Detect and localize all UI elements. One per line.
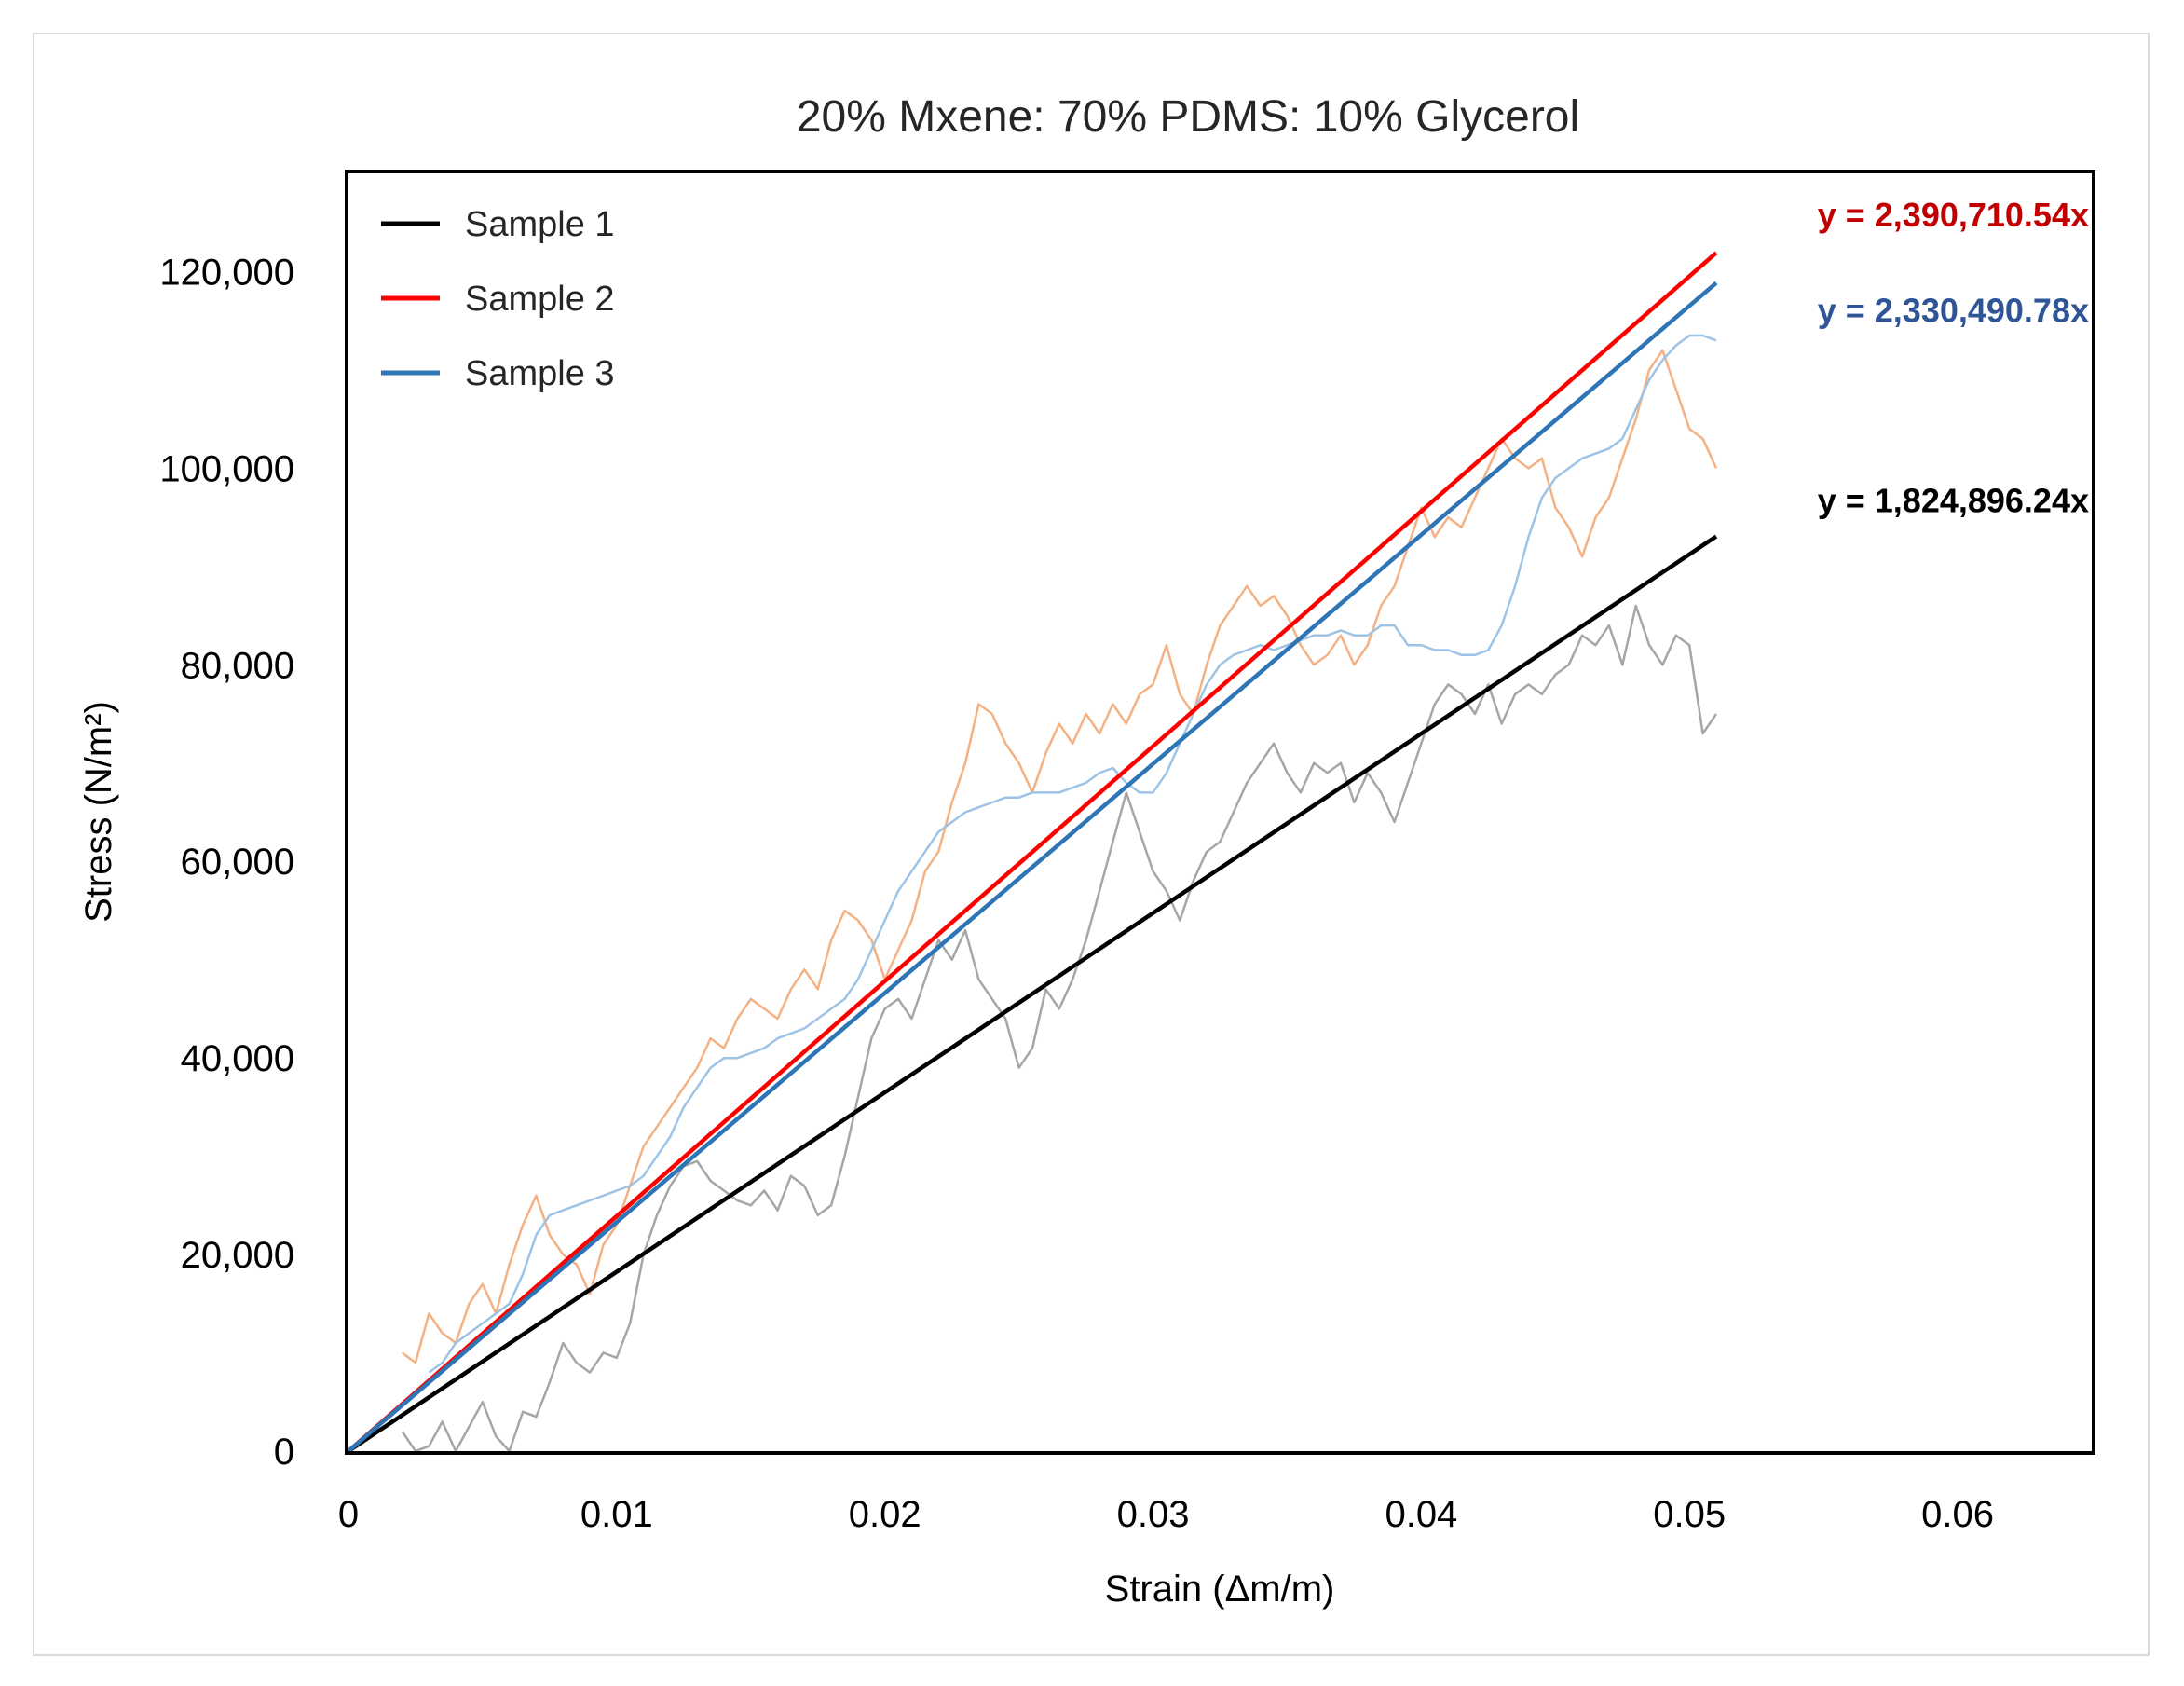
- sample-2-equation: y = 2,390,710.54x: [1818, 196, 2089, 234]
- y-tick-label: 60,000: [181, 842, 294, 883]
- y-tick-label: 80,000: [181, 645, 294, 686]
- legend-label: Sample 2: [465, 280, 615, 319]
- trendline-layer: [347, 251, 1718, 1453]
- y-tick-label: 0: [274, 1432, 294, 1473]
- sample-2-raw-line: [401, 349, 1718, 1364]
- x-tick-label: 0: [338, 1494, 359, 1535]
- legend-label: Sample 3: [465, 354, 615, 393]
- y-axis-label: Stress (N/m²): [78, 701, 119, 923]
- x-tick-label: 0.06: [1921, 1494, 1994, 1535]
- x-tick-label: 0.03: [1117, 1494, 1190, 1535]
- sample-1-equation: y = 1,824,896.24x: [1818, 481, 2089, 519]
- x-tick-labels: 0 0.01 0.02 0.03 0.04 0.05 0.06: [338, 1494, 1994, 1535]
- x-tick-label: 0.04: [1385, 1494, 1457, 1535]
- stress-strain-chart: 20% Mxene: 70% PDMS: 10% Glycerol 0 0.01 0…: [78, 92, 2095, 1610]
- x-tick-label: 0.01: [580, 1494, 653, 1535]
- chart-title: 20% Mxene: 70% PDMS: 10% Glycerol: [797, 92, 1579, 142]
- sample-3-trendline: [347, 281, 1718, 1453]
- y-tick-labels: 0 20,000 40,000 60,000 80,000 100,000 120,000: [159, 252, 294, 1473]
- x-tick-label: 0.02: [849, 1494, 921, 1535]
- y-tick-label: 40,000: [181, 1038, 294, 1079]
- sample-3-raw-line: [428, 334, 1717, 1374]
- legend-label: Sample 1: [465, 205, 615, 244]
- legend-item-sample-1: Sample 1: [381, 205, 615, 244]
- legend: Sample 1 Sample 2 Sample 3: [381, 205, 615, 393]
- x-tick-label: 0.05: [1653, 1494, 1726, 1535]
- y-tick-label: 100,000: [159, 448, 294, 489]
- legend-item-sample-3: Sample 3: [381, 354, 615, 393]
- chart-frame: 20% Mxene: 70% PDMS: 10% Glycerol 0 0.01 0…: [33, 33, 2150, 1656]
- sample-1-raw-line: [401, 604, 1718, 1453]
- legend-item-sample-2: Sample 2: [381, 280, 615, 319]
- sample-2-trendline: [347, 251, 1718, 1453]
- y-tick-label: 20,000: [181, 1235, 294, 1276]
- x-axis-label: Strain (Δm/m): [1105, 1569, 1335, 1610]
- sample-3-equation: y = 2,330,490.78x: [1818, 292, 2089, 330]
- sample-1-trendline: [347, 534, 1718, 1453]
- y-tick-label: 120,000: [159, 252, 294, 293]
- trendline-equations: y = 1,824,896.24x y = 2,390,710.54x y = 2,…: [1818, 196, 2089, 519]
- plot-area-border: [345, 170, 2095, 1455]
